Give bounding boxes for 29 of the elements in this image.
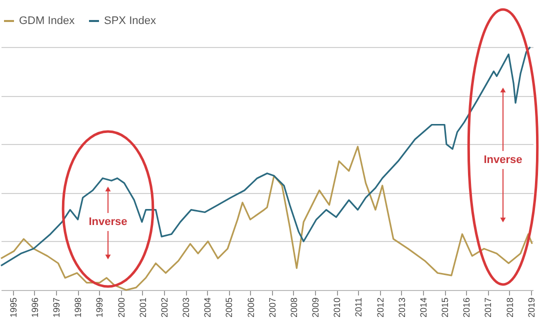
x-tick-label: 2003 xyxy=(181,298,192,318)
x-tick-label: 2005 xyxy=(224,298,234,318)
x-tick-label: 2001 xyxy=(138,298,148,318)
x-tick-label: 2011 xyxy=(354,298,364,317)
x-tick-label: 2017 xyxy=(483,298,494,318)
x-tick-label: 2015 xyxy=(440,298,450,318)
x-tick-label: 2009 xyxy=(310,298,321,318)
x-tick-label: 2007 xyxy=(267,298,278,318)
x-tick-label: 2013 xyxy=(396,298,407,318)
x-tick-label: 2018 xyxy=(504,298,515,318)
x-tick-label: 1998 xyxy=(73,298,84,318)
x-tick-label: 2010 xyxy=(332,298,342,318)
x-tick-label: 2016 xyxy=(462,298,472,318)
x-tick-label: 2014 xyxy=(418,298,428,318)
x-tick-label: 1995 xyxy=(8,298,18,318)
x-tick-label: 1996 xyxy=(30,298,40,318)
x-tick-label: 2012 xyxy=(375,298,386,318)
legend-label: SPX Index xyxy=(104,15,156,27)
x-tick-label: 2000 xyxy=(116,298,126,318)
x-tick-label: 2006 xyxy=(246,298,256,318)
x-tick-label: 2004 xyxy=(202,298,213,318)
annotation: Inverse xyxy=(88,216,128,228)
x-tick-label: 1997 xyxy=(52,298,62,318)
x-tick-label: 2008 xyxy=(288,298,299,318)
x-tick-label: 1999 xyxy=(94,298,105,318)
x-tick-label: 2019 xyxy=(526,298,536,318)
x-tick-label: 2002 xyxy=(159,298,170,318)
annotation: Inverse xyxy=(484,154,522,166)
legend-label: GDM Index xyxy=(19,15,76,27)
